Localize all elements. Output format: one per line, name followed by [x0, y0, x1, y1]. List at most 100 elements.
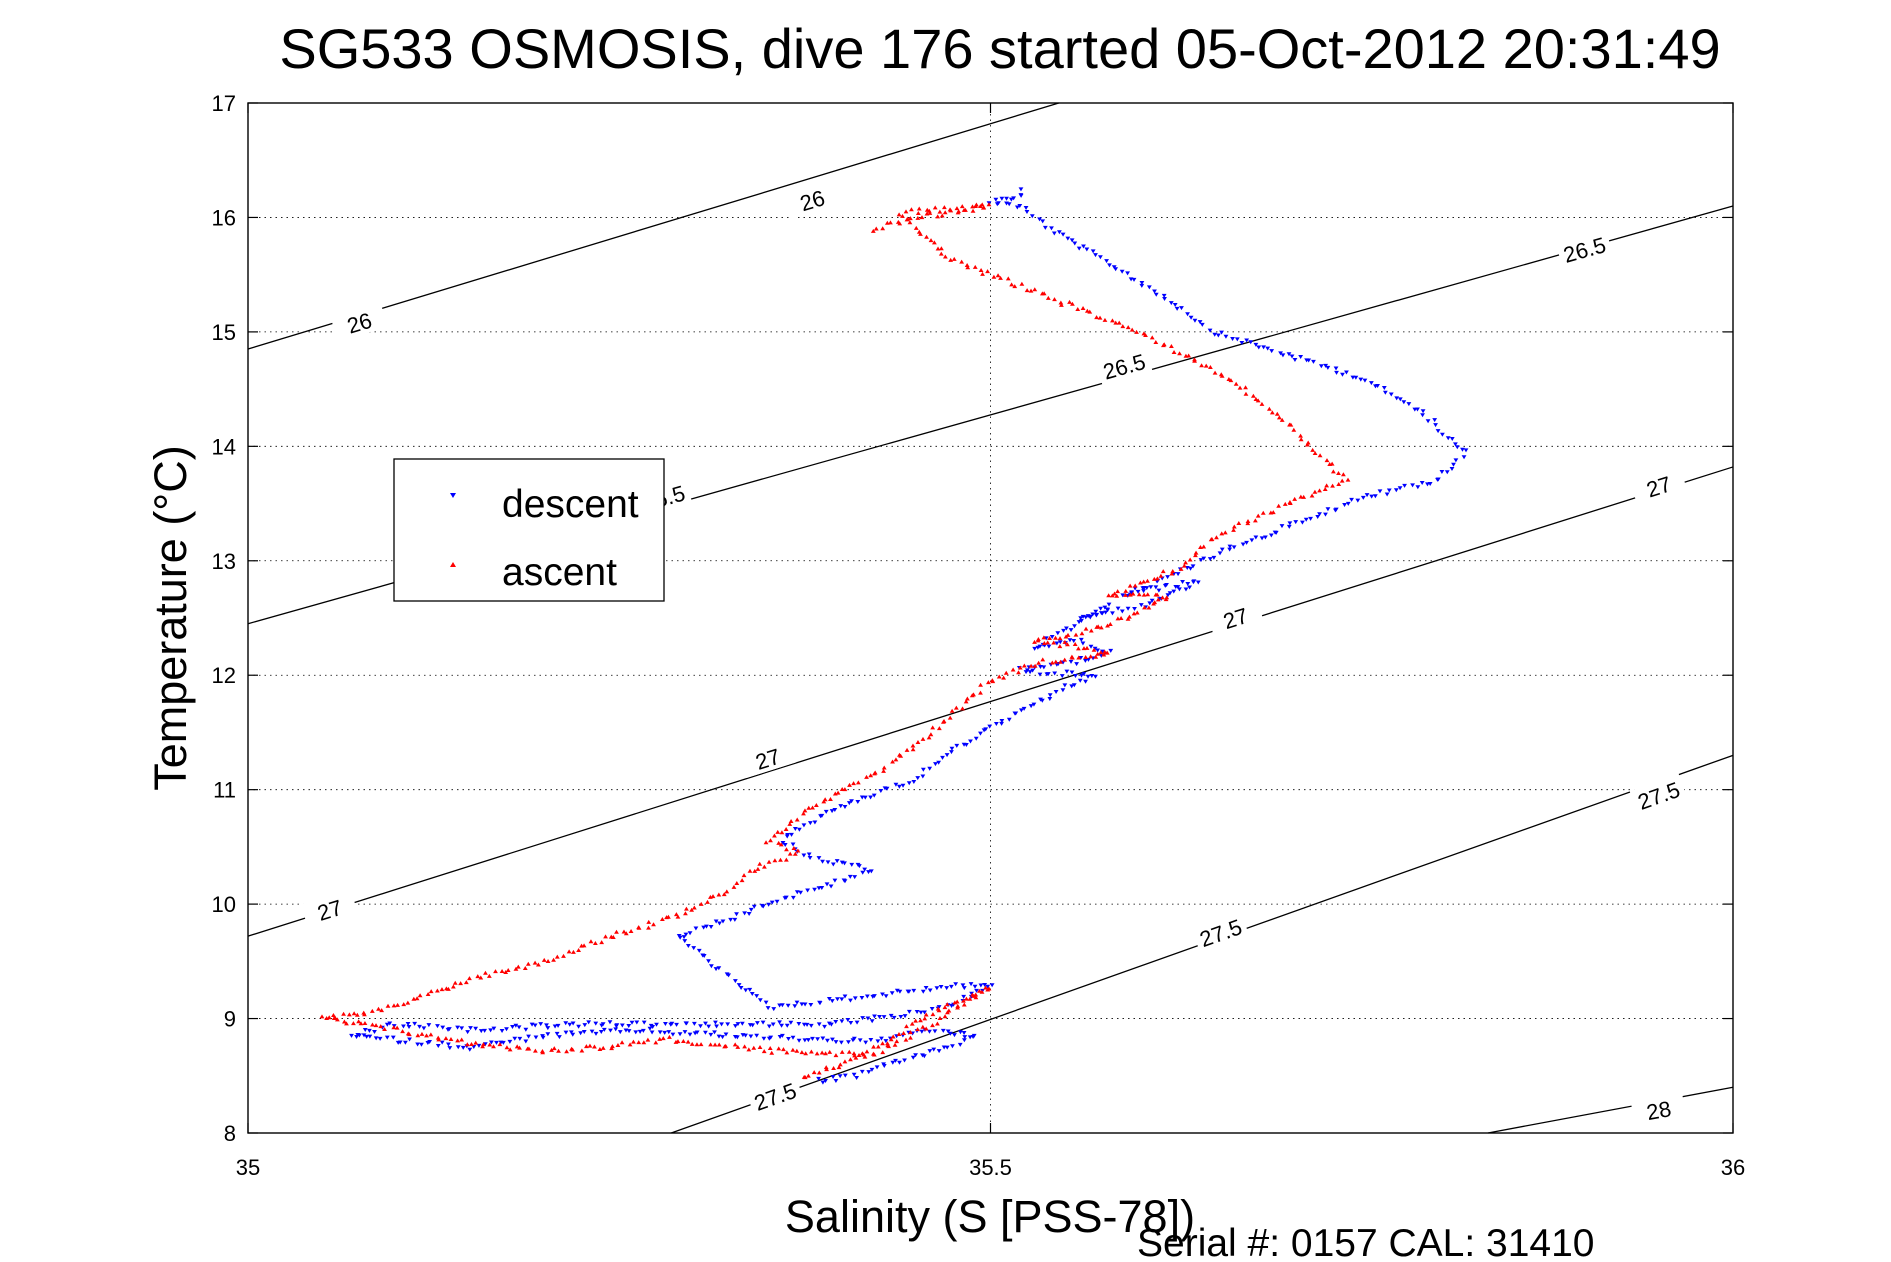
- ascent-point: [1304, 442, 1310, 447]
- descent-point: [738, 985, 744, 990]
- ascent-point: [1336, 481, 1342, 486]
- descent-point: [1460, 447, 1465, 452]
- ascent-point: [1067, 299, 1072, 304]
- ascent-point: [1131, 611, 1137, 616]
- descent-point: [708, 924, 714, 929]
- ascent-point: [1163, 597, 1169, 602]
- ascent-point: [1330, 469, 1336, 474]
- legend-label-ascent: ascent: [502, 551, 617, 594]
- descent-point: [488, 1028, 494, 1033]
- ascent-point: [935, 246, 941, 251]
- ascent-point: [942, 1005, 948, 1010]
- ascent-point: [1134, 610, 1140, 615]
- descent-point: [640, 1028, 646, 1033]
- ascent-point: [1123, 592, 1128, 597]
- ascent-point: [893, 757, 899, 762]
- ascent-point: [683, 911, 688, 916]
- ascent-point: [566, 949, 572, 954]
- descent-point: [825, 860, 831, 865]
- ascent-point: [1059, 302, 1064, 307]
- descent-point: [760, 1020, 766, 1025]
- ascent-point: [787, 821, 793, 826]
- descent-point: [647, 1026, 653, 1031]
- descent-point: [826, 1021, 832, 1026]
- ascent-point: [970, 204, 975, 209]
- ascent-point: [1219, 531, 1225, 536]
- descent-point: [373, 1036, 379, 1041]
- descent-point: [402, 1040, 408, 1045]
- ascent-point: [600, 1045, 606, 1050]
- descent-point: [1280, 353, 1286, 358]
- ascent-point: [947, 715, 953, 720]
- ascent-point: [1058, 659, 1063, 664]
- ascent-point: [628, 928, 634, 933]
- descent-point: [798, 890, 804, 895]
- ascent-point: [459, 1037, 465, 1042]
- ascent-point: [576, 947, 582, 952]
- ascent-point: [1141, 592, 1147, 597]
- descent-point: [1071, 638, 1077, 643]
- ascent-point: [741, 873, 747, 878]
- ascent-point: [1330, 483, 1335, 488]
- descent-point: [1040, 219, 1046, 224]
- descent-point: [982, 982, 988, 987]
- ascent-point: [641, 1040, 647, 1045]
- descent-point: [1093, 253, 1098, 258]
- ascent-point: [746, 1047, 752, 1052]
- descent-point: [1064, 626, 1069, 631]
- ascent-point: [610, 1044, 615, 1049]
- descent-point: [1433, 423, 1438, 428]
- legend-label-descent: descent: [502, 483, 639, 526]
- descent-point: [701, 954, 707, 959]
- descent-point: [1079, 673, 1084, 678]
- descent-point: [816, 856, 822, 861]
- ascent-point: [864, 774, 869, 779]
- descent-point: [828, 884, 834, 889]
- descent-point: [1293, 520, 1299, 525]
- descent-point: [1141, 589, 1146, 594]
- descent-point: [920, 1053, 925, 1058]
- descent-point: [754, 994, 760, 999]
- ascent-point: [513, 966, 519, 971]
- ascent-point: [875, 1044, 881, 1049]
- descent-point: [950, 1044, 955, 1049]
- ascent-point: [331, 1016, 337, 1021]
- ascent-point: [960, 706, 965, 711]
- ascent-point: [946, 1008, 952, 1013]
- ascent-point: [1145, 592, 1151, 597]
- ascent-point: [880, 1041, 885, 1046]
- descent-point: [806, 852, 812, 857]
- descent-point: [1047, 693, 1053, 698]
- descent-point: [582, 1023, 588, 1028]
- ascent-point: [936, 726, 942, 731]
- descent-point: [816, 1022, 822, 1027]
- descent-point: [682, 939, 688, 944]
- descent-point: [1269, 349, 1275, 354]
- descent-point: [1023, 206, 1029, 211]
- ascent-point: [504, 1045, 510, 1050]
- descent-point: [1119, 609, 1125, 614]
- descent-point: [789, 832, 794, 837]
- descent-point: [823, 809, 829, 814]
- descent-point: [384, 1022, 390, 1027]
- ascent-point: [856, 1052, 862, 1057]
- descent-point: [785, 1003, 791, 1008]
- descent-point: [1287, 521, 1293, 526]
- ascent-point: [836, 1065, 842, 1070]
- descent-point: [576, 1024, 581, 1029]
- descent-point: [746, 911, 752, 916]
- ascent-point: [369, 1008, 375, 1013]
- ascent-point: [1141, 579, 1147, 584]
- descent-point: [913, 1053, 918, 1058]
- descent-point: [1364, 493, 1370, 498]
- ascent-point: [1075, 646, 1081, 651]
- ascent-point: [379, 1008, 385, 1013]
- ascent-point: [969, 693, 975, 698]
- ascent-point: [491, 1044, 496, 1049]
- ascent-point: [954, 206, 960, 211]
- x-axis-label: Salinity (S [PSS-78]): [785, 1191, 1195, 1242]
- descent-point: [1215, 333, 1221, 338]
- descent-point: [882, 786, 888, 791]
- ascent-point: [888, 1037, 894, 1042]
